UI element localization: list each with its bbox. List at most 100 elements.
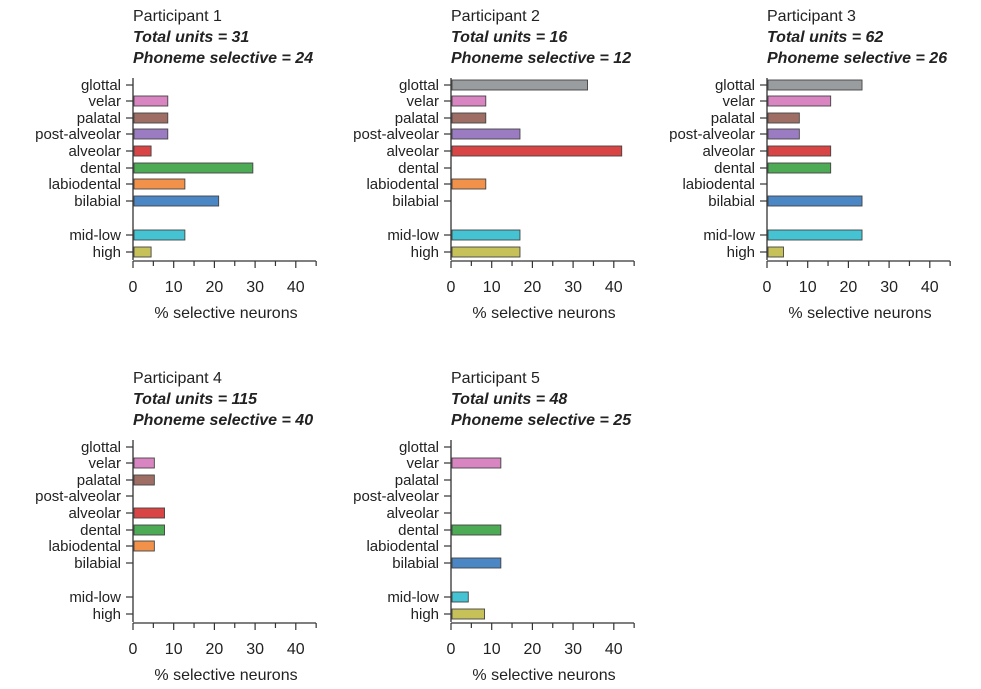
bar-dental <box>133 524 165 536</box>
x-tick-label: 40 <box>287 641 305 658</box>
x-tick-label: 10 <box>799 279 817 296</box>
bar-palatal <box>767 112 800 124</box>
category-label-glottal: glottal <box>715 77 755 94</box>
x-tick-label: 20 <box>206 279 224 296</box>
chart-panel-3: Participant 3 Total units = 62 Phoneme sel… <box>669 8 951 322</box>
bar-alveolar <box>133 145 152 157</box>
bar-bilabial <box>451 557 502 569</box>
category-label-post-alveolar: post-alveolar <box>35 126 121 143</box>
panel-phoneme-selective: Phoneme selective = 26 <box>767 50 947 67</box>
category-label-alveolar: alveolar <box>386 143 439 160</box>
x-tick-label: 0 <box>763 279 772 296</box>
category-label-velar: velar <box>88 93 121 110</box>
bar-high <box>767 246 784 258</box>
category-label-high: high <box>93 606 121 623</box>
panel-total-units: Total units = 16 <box>451 29 567 46</box>
x-axis-label: % selective neurons <box>472 305 615 322</box>
bar-post-alveolar <box>767 128 800 140</box>
category-label-labiodental: labiodental <box>48 176 121 193</box>
category-label-velar: velar <box>88 455 121 472</box>
category-label-palatal: palatal <box>395 472 439 489</box>
x-tick-label: 10 <box>165 641 183 658</box>
x-tick-label: 0 <box>129 641 138 658</box>
bar-high <box>451 608 486 620</box>
category-label-bilabial: bilabial <box>392 193 439 210</box>
x-tick-label: 40 <box>605 279 623 296</box>
category-label-glottal: glottal <box>399 439 439 456</box>
chart-panel-1: Participant 1 Total units = 31 Phoneme sel… <box>35 8 317 322</box>
x-tick-label: 40 <box>921 279 939 296</box>
x-tick-label: 30 <box>246 641 264 658</box>
x-tick-label: 10 <box>165 279 183 296</box>
panel-title: Participant 2 <box>451 8 540 25</box>
x-tick-label: 0 <box>447 641 456 658</box>
bar-bilabial <box>133 195 220 207</box>
bar-post-alveolar <box>451 128 521 140</box>
bar-palatal <box>133 112 169 124</box>
bar-mid-low <box>767 229 863 241</box>
bar-velar <box>133 95 169 107</box>
category-label-high: high <box>411 606 439 623</box>
category-label-palatal: palatal <box>395 110 439 127</box>
bar-mid-low <box>451 229 521 241</box>
panel-total-units: Total units = 115 <box>133 391 258 408</box>
x-axis-label: % selective neurons <box>472 667 615 684</box>
category-label-velar: velar <box>406 93 439 110</box>
x-tick-label: 20 <box>524 279 542 296</box>
category-label-glottal: glottal <box>81 439 121 456</box>
bar-velar <box>133 457 155 469</box>
category-label-post-alveolar: post-alveolar <box>353 126 439 143</box>
x-tick-label: 10 <box>483 279 501 296</box>
category-label-mid-low: mid-low <box>387 227 439 244</box>
category-label-alveolar: alveolar <box>386 505 439 522</box>
panel-title: Participant 5 <box>451 370 540 387</box>
panel-title: Participant 3 <box>767 8 856 25</box>
panel-phoneme-selective: Phoneme selective = 25 <box>451 412 632 429</box>
category-label-bilabial: bilabial <box>74 555 121 572</box>
panel-phoneme-selective: Phoneme selective = 12 <box>451 50 631 67</box>
x-tick-label: 20 <box>840 279 858 296</box>
bar-velar <box>451 95 487 107</box>
category-label-labiodental: labiodental <box>48 538 121 555</box>
bar-labiodental <box>451 178 487 190</box>
category-label-high: high <box>727 244 755 261</box>
panel-total-units: Total units = 31 <box>133 29 249 46</box>
category-label-velar: velar <box>406 455 439 472</box>
x-tick-label: 0 <box>447 279 456 296</box>
bar-glottal <box>451 79 588 91</box>
panel-title: Participant 4 <box>133 370 222 387</box>
category-label-dental: dental <box>80 522 121 539</box>
x-tick-label: 30 <box>564 279 582 296</box>
category-label-alveolar: alveolar <box>702 143 755 160</box>
x-tick-label: 10 <box>483 641 501 658</box>
category-label-bilabial: bilabial <box>74 193 121 210</box>
category-label-dental: dental <box>398 522 439 539</box>
bar-palatal <box>133 474 155 486</box>
x-tick-label: 40 <box>287 279 305 296</box>
chart-panel-5: Participant 5 Total units = 48 Phoneme sel… <box>353 370 635 684</box>
bar-dental <box>133 162 254 174</box>
category-label-palatal: palatal <box>77 110 121 127</box>
category-label-post-alveolar: post-alveolar <box>353 488 439 505</box>
category-label-glottal: glottal <box>399 77 439 94</box>
chart-panel-4: Participant 4 Total units = 115 Phoneme se… <box>35 370 317 684</box>
category-label-high: high <box>93 244 121 261</box>
bar-dental <box>451 524 502 536</box>
bar-high <box>451 246 521 258</box>
x-tick-label: 0 <box>129 279 138 296</box>
category-label-post-alveolar: post-alveolar <box>669 126 755 143</box>
bar-labiodental <box>133 540 155 552</box>
bar-post-alveolar <box>133 128 169 140</box>
category-label-velar: velar <box>722 93 755 110</box>
category-label-dental: dental <box>398 160 439 177</box>
category-label-palatal: palatal <box>711 110 755 127</box>
panel-total-units: Total units = 48 <box>451 391 567 408</box>
category-label-bilabial: bilabial <box>392 555 439 572</box>
x-axis-label: % selective neurons <box>788 305 931 322</box>
bar-labiodental <box>133 178 186 190</box>
category-label-mid-low: mid-low <box>69 227 121 244</box>
x-axis-label: % selective neurons <box>154 305 297 322</box>
x-tick-label: 20 <box>524 641 542 658</box>
category-label-labiodental: labiodental <box>682 176 755 193</box>
